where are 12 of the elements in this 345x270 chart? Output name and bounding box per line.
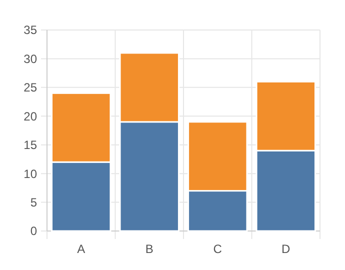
y-tick-label: 10 (24, 166, 38, 181)
y-tick-label: 25 (24, 80, 38, 95)
y-tick-label: 35 (24, 23, 38, 38)
x-tick-label: A (77, 242, 86, 256)
y-tick-label: 20 (24, 109, 38, 124)
y-tick-label: 30 (24, 52, 38, 66)
y-tick-label: 15 (24, 138, 38, 152)
y-tick-label: 5 (30, 195, 38, 210)
x-tick-label: B (145, 242, 154, 256)
x-tick-label: C (213, 242, 222, 256)
x-tick-label: D (282, 242, 291, 256)
y-tick-label: 0 (30, 224, 38, 238)
